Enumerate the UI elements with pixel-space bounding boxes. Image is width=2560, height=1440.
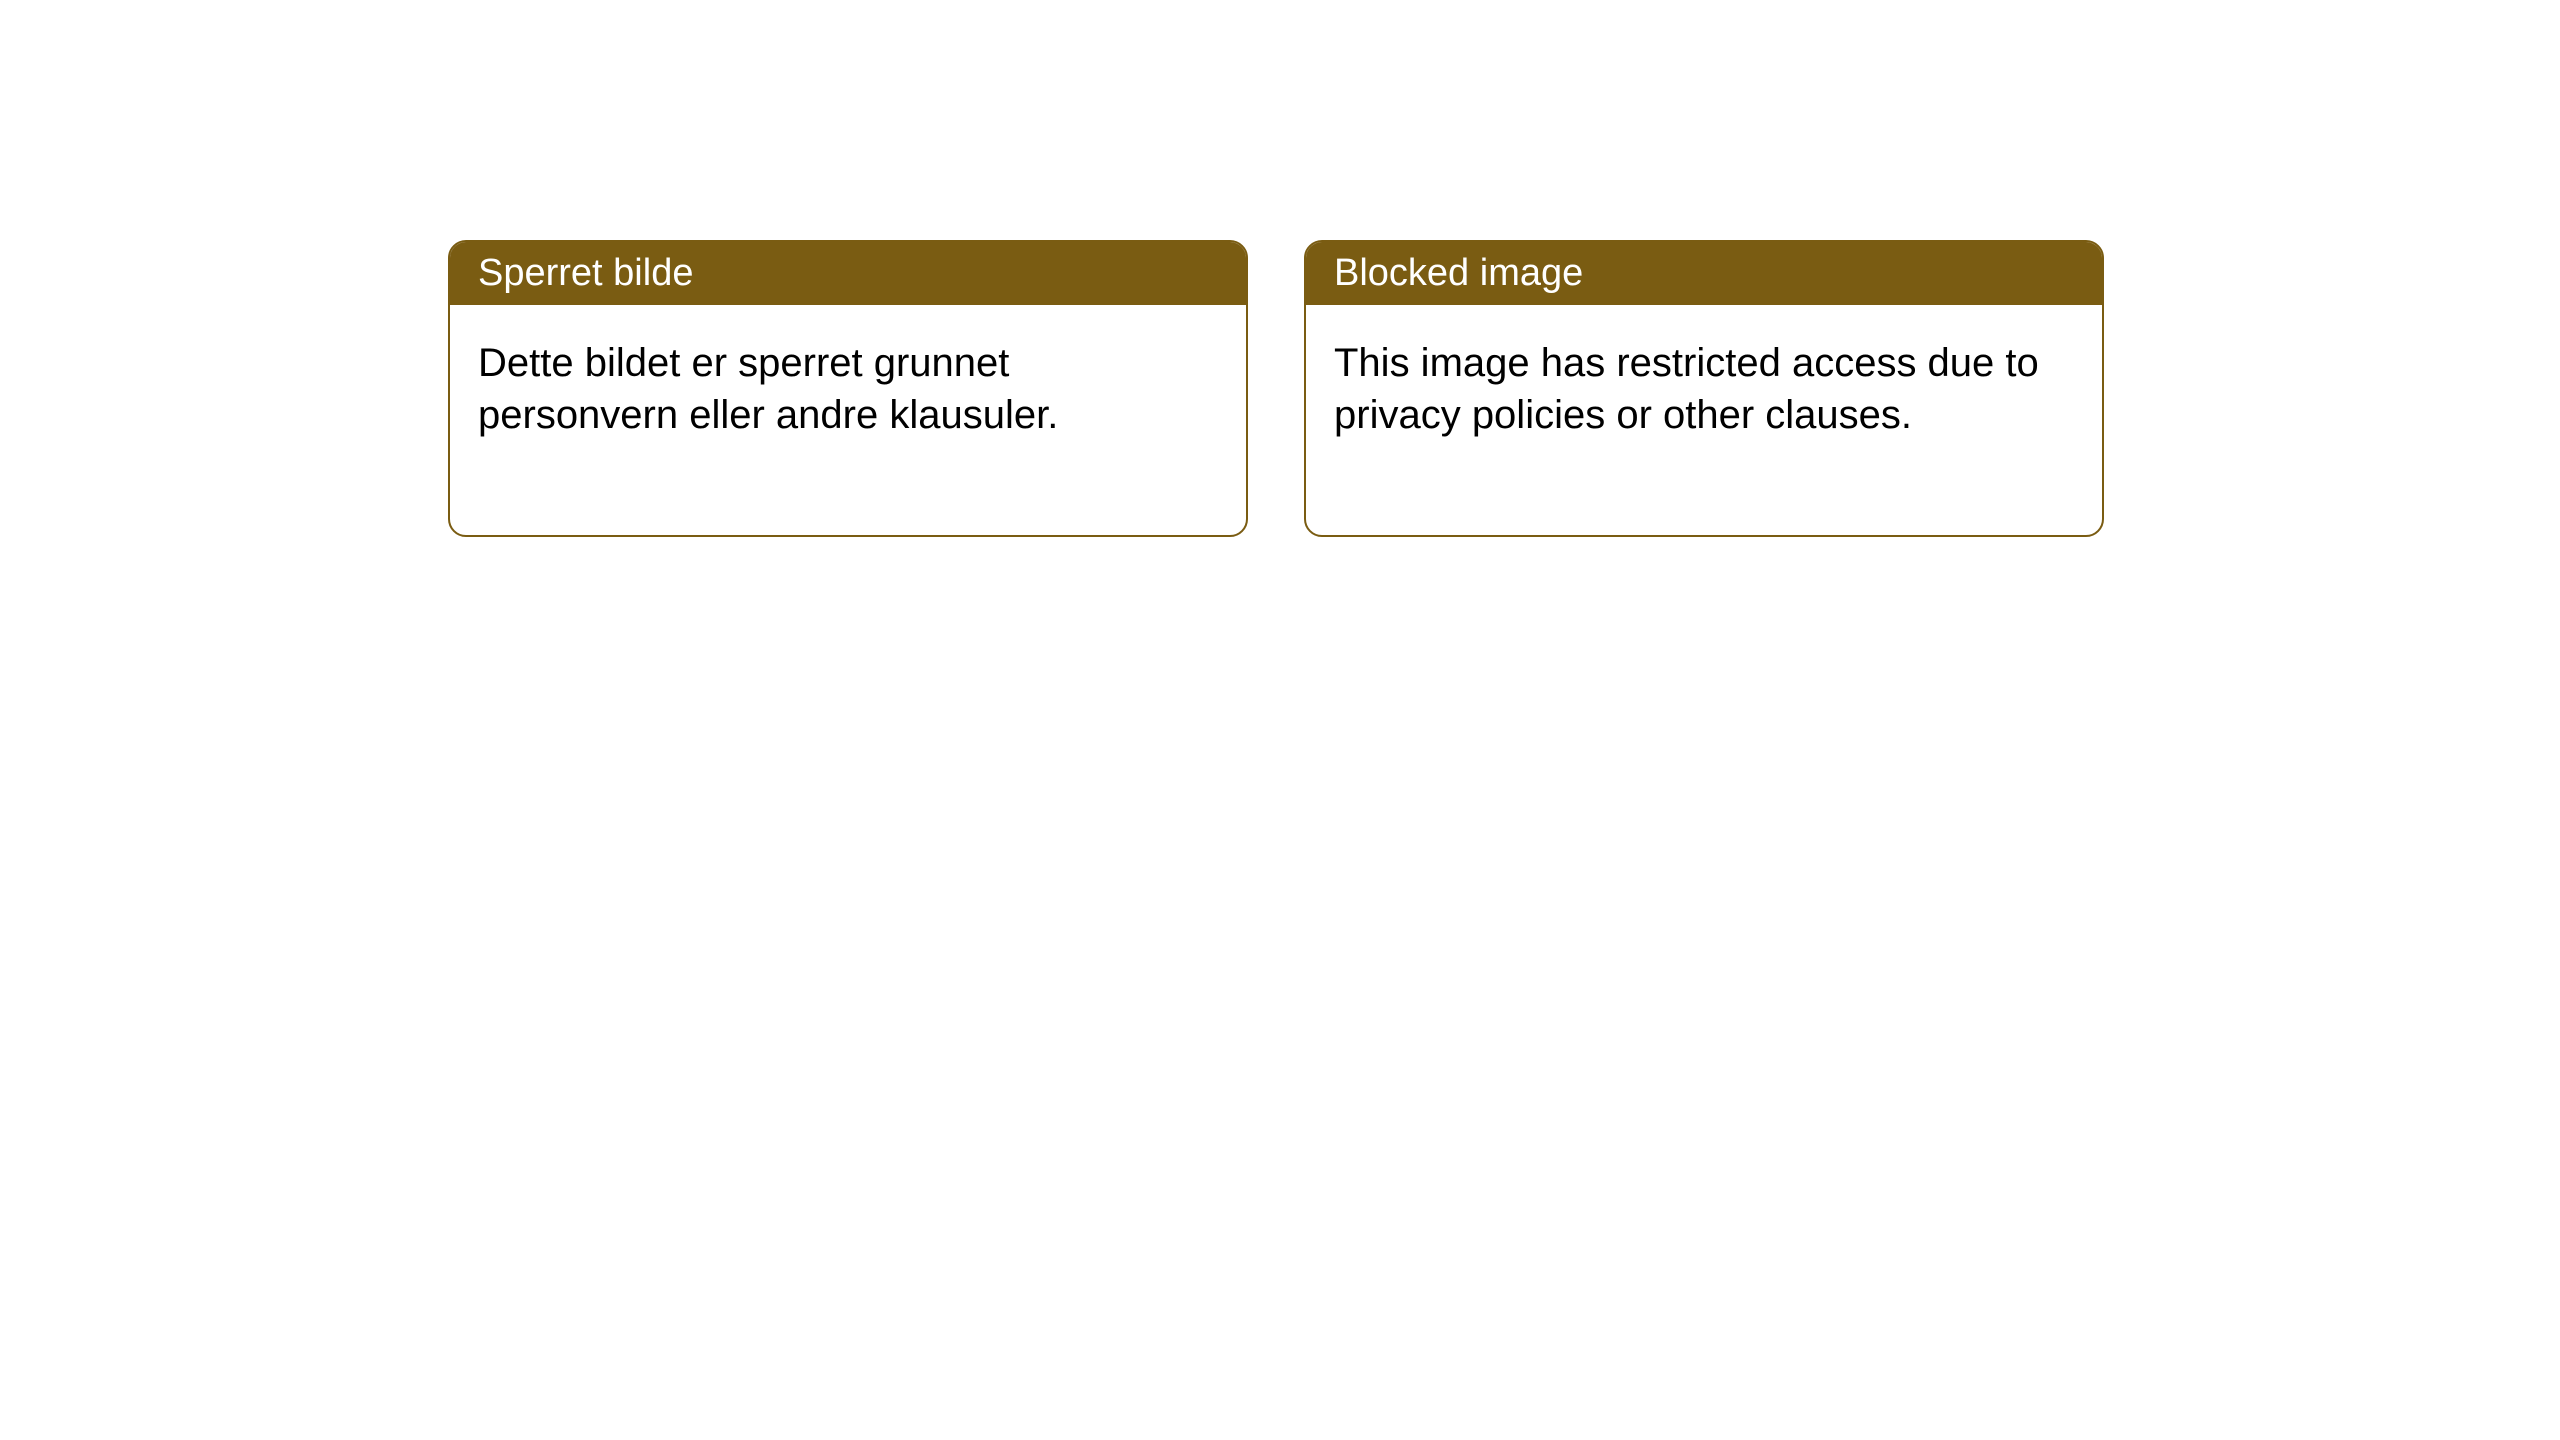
notice-card-header: Sperret bilde xyxy=(450,242,1246,305)
notice-card-body: Dette bildet er sperret grunnet personve… xyxy=(450,305,1246,535)
notice-title: Sperret bilde xyxy=(478,252,693,294)
notice-card-header: Blocked image xyxy=(1306,242,2102,305)
notice-card-norwegian: Sperret bilde Dette bildet er sperret gr… xyxy=(448,240,1248,537)
notice-card-body: This image has restricted access due to … xyxy=(1306,305,2102,535)
notice-card-english: Blocked image This image has restricted … xyxy=(1304,240,2104,537)
notice-container: Sperret bilde Dette bildet er sperret gr… xyxy=(0,0,2560,537)
notice-body-text: Dette bildet er sperret grunnet personve… xyxy=(478,341,1058,437)
notice-title: Blocked image xyxy=(1334,252,1583,294)
notice-body-text: This image has restricted access due to … xyxy=(1334,341,2039,437)
